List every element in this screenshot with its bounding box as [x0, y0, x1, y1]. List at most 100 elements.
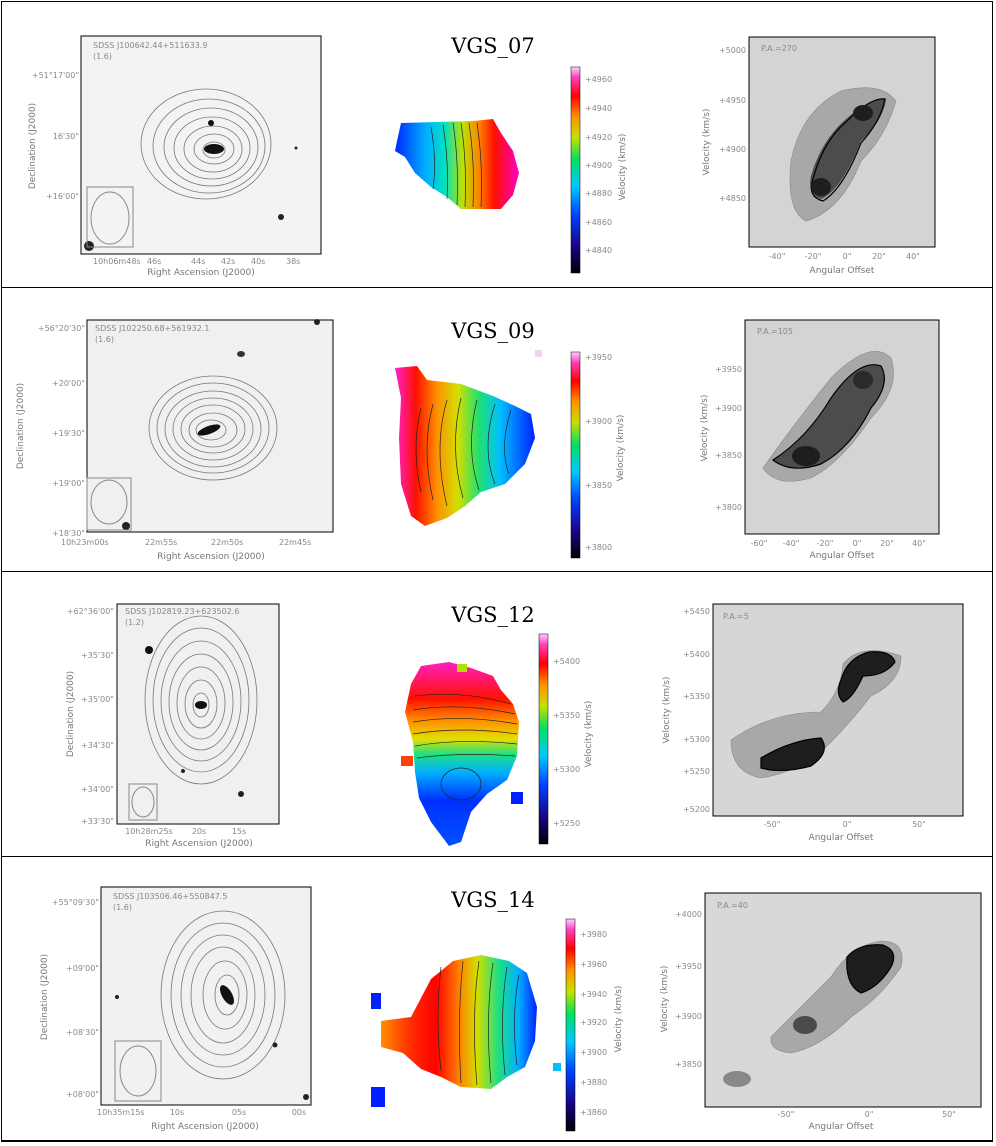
pv-pa: P.A.=105 — [757, 327, 793, 336]
galaxy-title: VGS_09 — [450, 319, 535, 343]
optical-ytick: +51°17'00" — [32, 71, 79, 80]
pv-xtick: 0" — [843, 820, 852, 829]
pv-ylabel: Velocity (km/s) — [702, 109, 712, 176]
colorbar-tick: +4860 — [585, 218, 612, 227]
pv-xtick: 0" — [843, 252, 852, 261]
pv-xtick: 20" — [880, 539, 894, 548]
colorbar-tick: +4940 — [585, 104, 612, 113]
pv-ytick: +5250 — [683, 767, 710, 776]
pv-ytick: +4000 — [675, 910, 702, 919]
optical-id: SDSS J102250.68+561932.1 — [95, 324, 209, 333]
pv-ytick: +4850 — [719, 194, 746, 203]
colorbar-tick: +3940 — [580, 990, 607, 999]
pv-ytick: +3950 — [715, 365, 742, 374]
optical-ytick: +34'30" — [81, 741, 114, 750]
pv-ytick: +5000 — [719, 46, 746, 55]
optical-ytick: +62°36'00" — [67, 607, 114, 616]
pv-xtick: 40" — [912, 539, 926, 548]
row-vgs12-svg: SDSS J102819.23+623502.6 (1.2) Right Asc… — [66, 603, 964, 849]
galaxy-title: VGS_07 — [450, 34, 535, 58]
optical-image-vgs12: SDSS J102819.23+623502.6 (1.2) Right Asc… — [66, 603, 280, 849]
pv-pa: P.A.=270 — [761, 44, 797, 53]
pv-xlabel: Angular Offset — [809, 833, 874, 843]
colorbar-tick: +5350 — [553, 711, 580, 720]
optical-id: SDSS J103506.46+550847.5 — [113, 892, 227, 901]
pv-ylabel: Velocity (km/s) — [662, 677, 672, 744]
colorbar-tick: +5300 — [553, 765, 580, 774]
velocity-field-vgs14 — [371, 955, 561, 1107]
pv-xlabel: Angular Offset — [809, 1122, 874, 1132]
optical-xlabel: Right Ascension (J2000) — [157, 552, 264, 562]
colorbar-tick: +3800 — [585, 543, 612, 552]
pv-xtick: 20" — [872, 252, 886, 261]
pv-ytick: +5300 — [683, 735, 710, 744]
optical-xtick: 22m50s — [211, 538, 243, 547]
pv-ytick: +3800 — [715, 503, 742, 512]
optical-beam: (1.6) — [113, 903, 132, 912]
pv-ytick: +3850 — [675, 1060, 702, 1069]
optical-xtick: 20s — [192, 827, 206, 836]
velocity-field-vgs07 — [395, 119, 519, 209]
row-vgs07: SDSS J100642.44+511633.9 (1.6) Right Asc… — [1, 1, 993, 288]
colorbar-vgs12: +5400 +5350 +5300 +5250 Velocity (km/s) — [538, 633, 594, 845]
velocity-field-vgs09 — [395, 350, 542, 526]
pv-ytick: +5200 — [683, 805, 710, 814]
optical-ylabel: Declination (J2000) — [28, 103, 38, 189]
row-vgs09: SDSS J102250.68+561932.1 (1.6) Right Asc… — [1, 288, 993, 572]
optical-xlabel: Right Ascension (J2000) — [151, 1122, 258, 1132]
pv-xtick: -40" — [769, 252, 786, 261]
pv-xtick: -20" — [805, 252, 822, 261]
optical-xtick: 05s — [232, 1108, 246, 1117]
optical-ytick: +20'00" — [52, 379, 85, 388]
optical-ytick: +34'00" — [81, 785, 114, 794]
pv-diagram-vgs09: P.A.=105 Angular Offset Velocity (km/s) … — [700, 319, 940, 561]
optical-xtick: 46s — [147, 257, 161, 266]
optical-xlabel: Right Ascension (J2000) — [147, 268, 254, 278]
optical-xtick: 10h06m48s — [93, 257, 141, 266]
pv-xlabel: Angular Offset — [810, 266, 875, 276]
pv-ylabel: Velocity (km/s) — [660, 966, 670, 1033]
galaxy-title: VGS_14 — [450, 888, 535, 912]
pv-xtick: -40" — [783, 539, 800, 548]
colorbar-tick: +3950 — [585, 353, 612, 362]
colorbar-label: Velocity (km/s) — [614, 986, 624, 1053]
pv-xtick: -20" — [817, 539, 834, 548]
pv-diagram-vgs07: P.A.=270 Angular Offset Velocity (km/s) … — [702, 36, 936, 276]
colorbar-tick: +3900 — [585, 417, 612, 426]
optical-ylabel: Declination (J2000) — [16, 383, 26, 469]
galaxy-title: VGS_12 — [450, 603, 535, 627]
optical-ytick: +09'00" — [66, 964, 99, 973]
pv-xtick: -50" — [778, 1110, 795, 1119]
optical-xtick: 40s — [251, 257, 265, 266]
optical-ytick: +18'30" — [52, 529, 85, 538]
pv-ytick: +5450 — [683, 607, 710, 616]
optical-xtick: 22m45s — [279, 538, 311, 547]
pv-ylabel: Velocity (km/s) — [700, 395, 710, 462]
optical-ytick: +33'30" — [81, 817, 114, 826]
pv-ytick: +3900 — [675, 1012, 702, 1021]
optical-xtick: 00s — [292, 1108, 306, 1117]
velocity-field-vgs12 — [401, 662, 523, 846]
row-vgs14-svg: SDSS J103506.46+550847.5 (1.6) Right Asc… — [40, 886, 982, 1132]
colorbar-tick: +5400 — [553, 657, 580, 666]
colorbar-tick: +3960 — [580, 960, 607, 969]
pv-xlabel: Angular Offset — [810, 551, 875, 561]
optical-beam: (1.6) — [93, 52, 112, 61]
colorbar-label: Velocity (km/s) — [584, 701, 594, 768]
colorbar-vgs07: +4960 +4940 +4920 +4900 +4880 +4860 +484… — [570, 66, 628, 274]
pv-diagram-vgs14: P.A.=40 Angular Offset Velocity (km/s) -… — [660, 892, 982, 1132]
pv-pa: P.A.=40 — [717, 901, 748, 910]
pv-xtick: -50" — [764, 820, 781, 829]
optical-ytick: +08'30" — [66, 1028, 99, 1037]
optical-xtick: 15s — [232, 827, 246, 836]
pv-xtick: 0" — [853, 539, 862, 548]
pv-xtick: 0" — [865, 1110, 874, 1119]
colorbar-label: Velocity (km/s) — [616, 415, 626, 482]
optical-ytick: +16'00" — [46, 192, 79, 201]
optical-image-vgs14: SDSS J103506.46+550847.5 (1.6) Right Asc… — [40, 886, 312, 1132]
row-vgs12: SDSS J102819.23+623502.6 (1.2) Right Asc… — [1, 572, 993, 857]
optical-ytick: +08'00" — [66, 1090, 99, 1099]
optical-ylabel: Declination (J2000) — [66, 671, 76, 757]
colorbar-tick: +4840 — [585, 246, 612, 255]
pv-ytick: +5350 — [683, 692, 710, 701]
